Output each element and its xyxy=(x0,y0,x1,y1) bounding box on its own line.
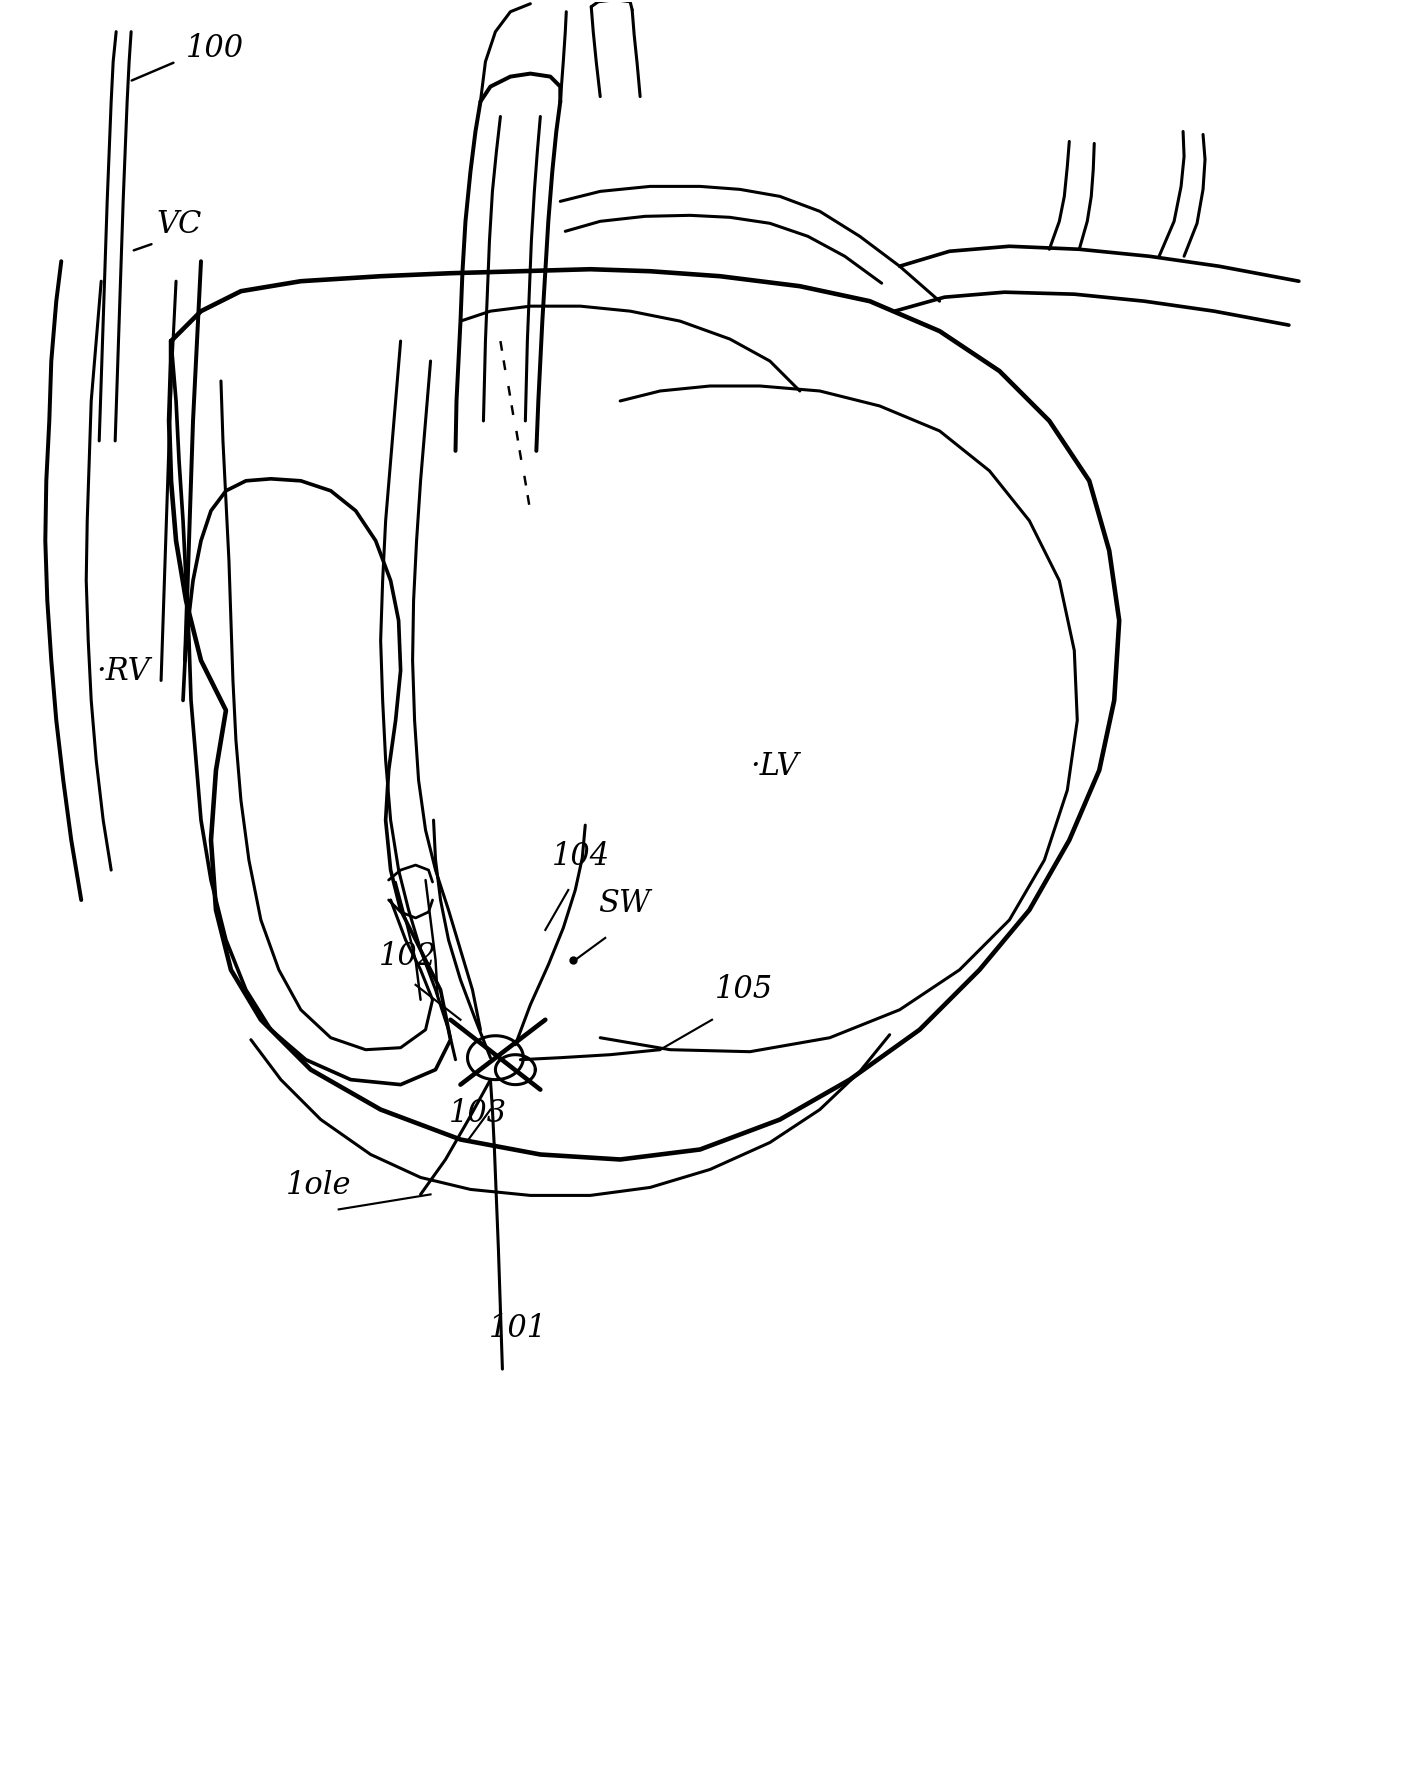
Text: 102: 102 xyxy=(379,940,437,973)
Text: 101: 101 xyxy=(488,1313,547,1343)
Text: ·RV: ·RV xyxy=(97,657,150,688)
Text: 100: 100 xyxy=(187,32,244,64)
Text: 105: 105 xyxy=(715,974,773,1005)
Text: 103: 103 xyxy=(449,1098,507,1128)
Text: 1ole: 1ole xyxy=(286,1170,352,1202)
Text: 104: 104 xyxy=(553,842,611,872)
Text: VC: VC xyxy=(157,210,201,240)
Text: ·LV: ·LV xyxy=(750,750,799,783)
Text: SW: SW xyxy=(598,888,651,919)
